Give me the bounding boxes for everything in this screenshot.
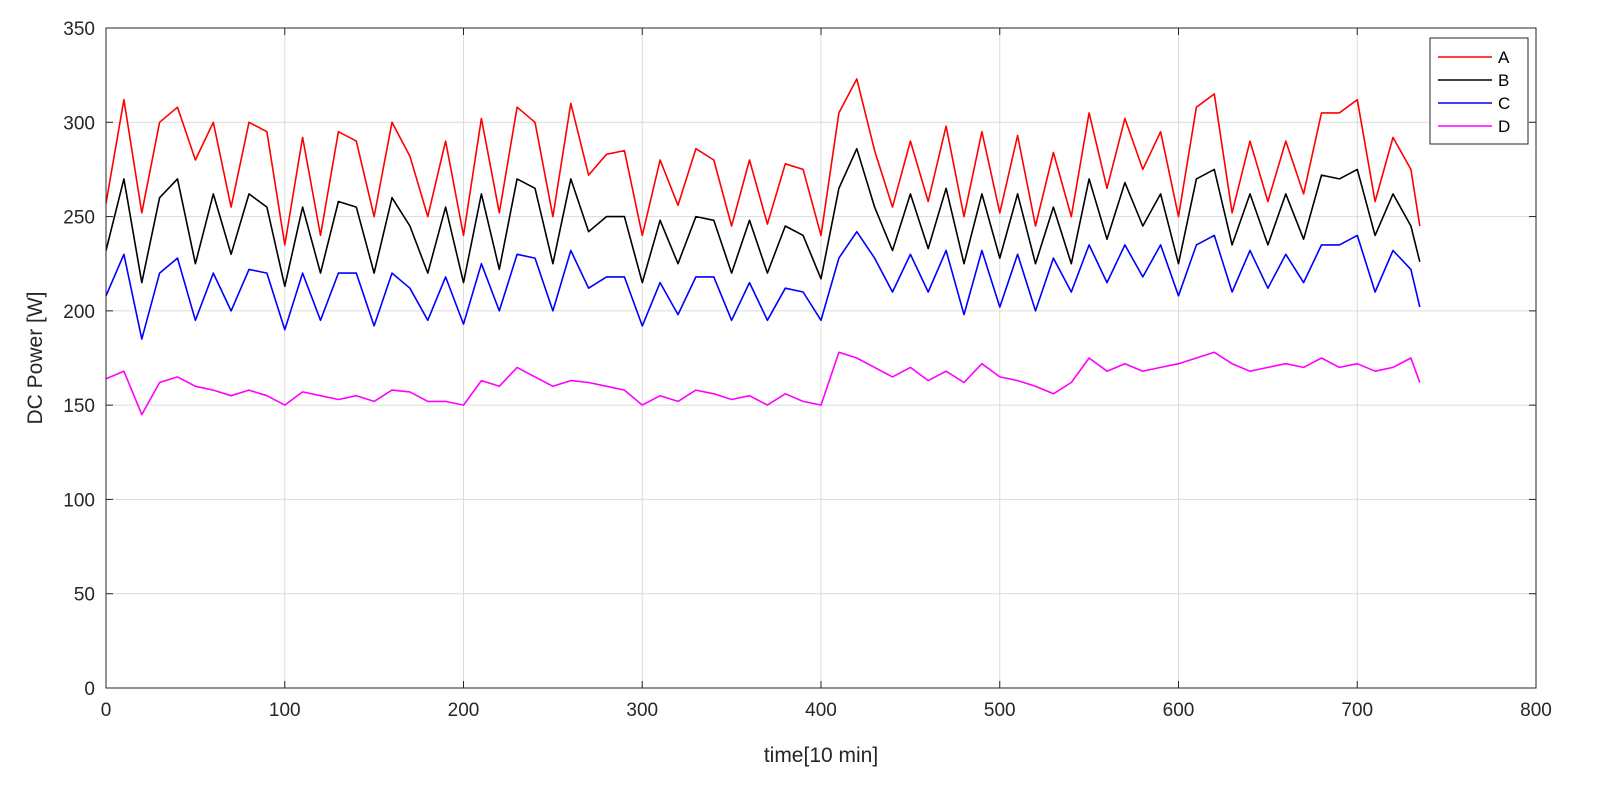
x-tick-label: 100 bbox=[269, 700, 301, 721]
x-axis-label: time[10 min] bbox=[764, 744, 878, 767]
y-axis-label: DC Power [W] bbox=[24, 291, 47, 424]
x-tick-label: 200 bbox=[448, 700, 480, 721]
y-tick-label: 100 bbox=[63, 490, 95, 511]
legend-label-C: C bbox=[1498, 94, 1510, 113]
y-tick-label: 350 bbox=[63, 19, 95, 40]
y-tick-label: 250 bbox=[63, 208, 95, 229]
legend-label-D: D bbox=[1498, 117, 1510, 136]
y-axis-ticks: 0 50 100 150 200 250 300 350 bbox=[63, 19, 1536, 700]
y-tick-label: 0 bbox=[84, 679, 95, 700]
grid-lines bbox=[106, 28, 1536, 688]
legend-box bbox=[1429, 37, 1529, 145]
x-tick-label: 700 bbox=[1341, 700, 1373, 721]
y-tick-label: 50 bbox=[74, 585, 95, 606]
y-tick-label: 300 bbox=[63, 113, 95, 134]
y-tick-label: 150 bbox=[63, 396, 95, 417]
series-group bbox=[105, 78, 1421, 416]
legend-label-A: A bbox=[1498, 48, 1510, 67]
x-tick-label: 600 bbox=[1163, 700, 1195, 721]
x-axis-ticks: 0 100 200 300 400 500 600 700 800 bbox=[101, 28, 1552, 721]
x-tick-label: 300 bbox=[626, 700, 658, 721]
x-tick-label: 400 bbox=[805, 700, 837, 721]
series-line-A bbox=[105, 78, 1421, 246]
x-tick-label: 0 bbox=[101, 700, 112, 721]
x-tick-label: 500 bbox=[984, 700, 1016, 721]
series-line-B bbox=[105, 147, 1421, 288]
y-tick-label: 200 bbox=[63, 302, 95, 323]
series-line-D bbox=[105, 351, 1421, 416]
series-line-C bbox=[105, 230, 1421, 340]
x-tick-label: 800 bbox=[1520, 700, 1552, 721]
legend-label-B: B bbox=[1498, 71, 1509, 90]
